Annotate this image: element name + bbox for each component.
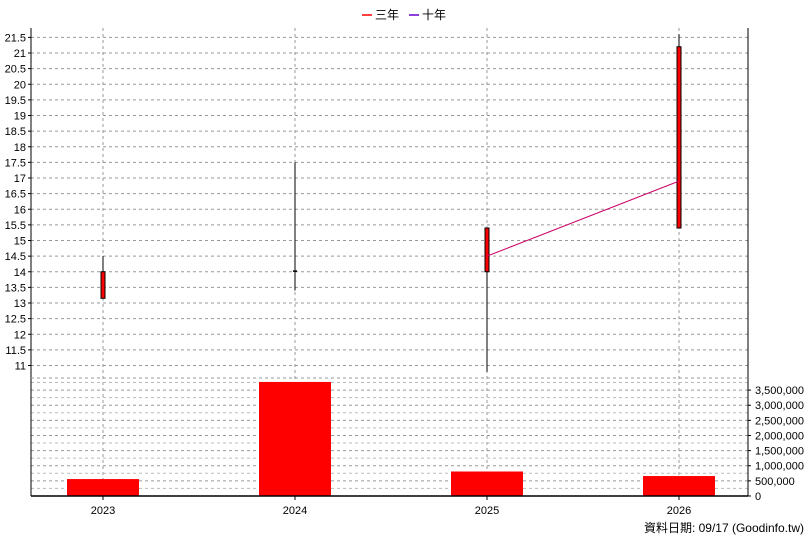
legend-label: 十年 <box>422 8 446 22</box>
lines <box>486 180 680 257</box>
volume-tick-label: 0 <box>755 491 761 503</box>
x-tick-label: 2026 <box>667 505 691 517</box>
candle <box>293 162 297 291</box>
price-tick-label: 20.5 <box>5 64 26 76</box>
volume-tick-label: 2,500,000 <box>755 415 804 427</box>
footer-source: 資料日期: 09/17 (Goodinfo.tw) <box>644 521 804 535</box>
ma-line-1 <box>486 180 680 257</box>
price-tick-label: 16 <box>14 204 26 216</box>
price-tick-label: 17.5 <box>5 157 26 169</box>
volume-tick-label: 3,000,000 <box>755 400 804 412</box>
x-tick-label: 2025 <box>475 505 499 517</box>
price-tick-label: 17 <box>14 173 26 185</box>
volume-bar <box>259 381 331 496</box>
price-tick-label: 15 <box>14 236 26 248</box>
candle <box>100 256 106 299</box>
price-tick-label: 18 <box>14 142 26 154</box>
volume-tick-label: 500,000 <box>755 476 795 488</box>
volume-bar <box>451 471 523 496</box>
price-tick-label: 21.5 <box>5 32 26 44</box>
price-tick-label: 11.5 <box>5 345 26 357</box>
price-tick-label: 18.5 <box>5 126 26 138</box>
price-tick-label: 13.5 <box>5 282 26 294</box>
frame <box>30 28 749 497</box>
candles <box>100 34 682 372</box>
legend-label: 三年 <box>375 8 399 22</box>
x-tick-label: 2024 <box>283 505 307 517</box>
volume-tick-label: 3,500,000 <box>755 385 804 397</box>
price-tick-label: 13 <box>14 298 26 310</box>
price-tick-label: 19.5 <box>5 95 26 107</box>
volume-bars <box>67 381 715 496</box>
volume-bar <box>67 479 139 496</box>
price-tick-label: 11 <box>15 361 26 373</box>
candle <box>676 34 682 229</box>
candle-body <box>484 227 490 273</box>
candle-body <box>676 46 682 229</box>
volume-grid <box>31 382 748 497</box>
volume-tick-label: 1,500,000 <box>755 446 804 458</box>
price-tick-label: 15.5 <box>5 220 26 232</box>
volume-tick-label: 1,000,000 <box>755 461 804 473</box>
price-tick-label: 16.5 <box>5 189 26 201</box>
price-tick-label: 14 <box>14 267 26 279</box>
price-tick-label: 19 <box>14 111 26 123</box>
price-axis: 11 11.5 12 12.5 13 13.5 14 14.5 15 15.5 16 16.5 17 17… <box>5 32 31 373</box>
x-tick-label: 2023 <box>91 505 115 517</box>
volume-bar <box>643 476 715 496</box>
volume-tick-label: 2,000,000 <box>755 430 804 442</box>
price-grid <box>31 28 748 496</box>
price-tick-label: 12.5 <box>5 314 26 326</box>
candle-body <box>100 271 106 299</box>
price-tick-label: 12 <box>14 329 26 341</box>
price-tick-label: 20 <box>14 79 26 91</box>
candle <box>484 227 490 372</box>
x-axis: 2023 2024 2025 2026 <box>91 496 691 517</box>
price-tick-label: 21 <box>14 48 26 60</box>
legend: 三年 十年 <box>362 8 446 22</box>
price-tick-label: 14.5 <box>5 251 26 263</box>
volume-axis: 0 500,000 1,000,000 1,500,000 2,000,000 2,500… <box>748 385 804 503</box>
